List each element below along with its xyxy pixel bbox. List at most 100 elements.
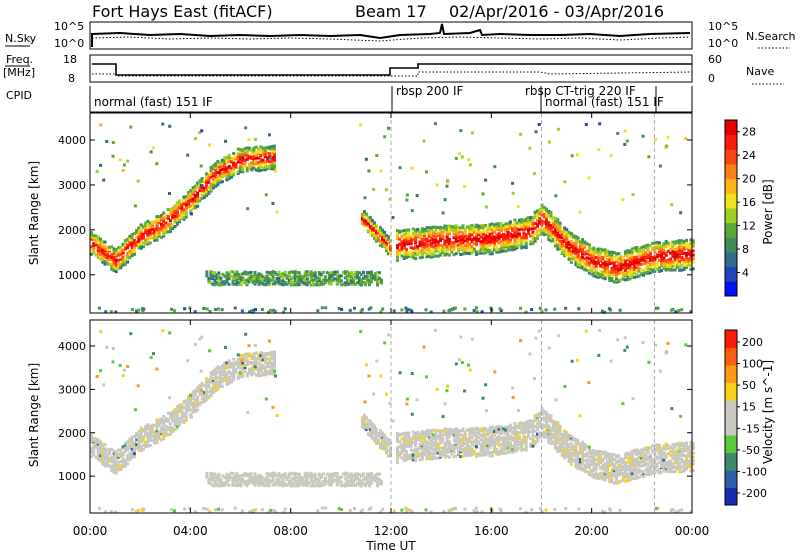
velocity-cell: [563, 441, 567, 445]
power-cell: [162, 217, 166, 221]
power-cell: [257, 279, 261, 283]
power-cell: [691, 242, 695, 246]
velocity-cell: [220, 364, 224, 368]
power-cell: [423, 249, 427, 253]
power-cell: [263, 155, 267, 159]
power-cell: [105, 250, 109, 254]
velocity-cell: [220, 376, 224, 380]
power-cell: [590, 257, 594, 261]
power-cell: [415, 194, 419, 198]
power-cell: [538, 233, 542, 237]
power-cell: [173, 220, 177, 224]
power-cell: [227, 272, 231, 276]
power-cell: [547, 223, 551, 227]
power-cell: [610, 267, 614, 270]
velocity-cell: [429, 446, 433, 449]
power-cell: [175, 217, 179, 221]
power-cell: [624, 251, 627, 255]
power-cell: [227, 155, 231, 159]
power-cell: [245, 155, 249, 159]
velocity-cell: [126, 462, 130, 466]
power-cell: [252, 148, 256, 152]
velocity-cell: [263, 365, 267, 369]
power-cell: [132, 241, 136, 245]
velocity-cell: [216, 365, 220, 369]
power-cell: [454, 224, 458, 228]
velocity-cell: [522, 434, 526, 438]
power-cell: [380, 281, 383, 285]
velocity-cell: [472, 433, 476, 437]
power-cell: [484, 224, 488, 227]
power-cell: [610, 273, 614, 276]
power-cell: [608, 274, 612, 277]
power-cell: [619, 255, 623, 259]
power-cell: [160, 222, 163, 226]
velocity-cell: [119, 448, 123, 452]
power-cell: [585, 252, 589, 256]
velocity-cell: [128, 452, 132, 456]
power-cell: [370, 233, 374, 237]
power-cell: [146, 237, 150, 241]
velocity-cell: [248, 360, 251, 364]
velocity-cell: [601, 450, 605, 454]
velocity-cell: [409, 442, 413, 445]
velocity-cell: [472, 427, 476, 431]
velocity-cell: [225, 375, 229, 379]
power-cell: [470, 233, 474, 237]
velocity-cell: [200, 390, 204, 394]
velocity-cell: [162, 426, 166, 430]
velocity-cell: [263, 358, 267, 362]
power-cell: [648, 265, 652, 269]
power-cell: [216, 171, 220, 175]
velocity-cell: [372, 424, 376, 428]
power-cell: [682, 258, 686, 262]
velocity-cell: [121, 451, 125, 455]
velocity-cell: [547, 419, 551, 423]
power-cell: [513, 242, 517, 246]
power-cell: [644, 261, 648, 265]
power-cell: [524, 219, 528, 223]
power-cell: [214, 171, 218, 175]
power-cell: [365, 277, 369, 281]
velocity-cell: [578, 446, 582, 449]
power-cell: [260, 308, 264, 311]
velocity-cell: [630, 472, 634, 476]
velocity-cell: [169, 425, 172, 429]
velocity-cell: [434, 428, 438, 432]
velocity-cell: [556, 421, 560, 425]
velocity-cell: [99, 448, 102, 452]
velocity-cell: [596, 455, 600, 459]
power-cell: [594, 248, 598, 252]
velocity-cell: [414, 450, 418, 454]
velocity-cell: [524, 429, 528, 432]
power-cell: [411, 256, 415, 260]
velocity-cell: [459, 441, 463, 444]
velocity-cell: [402, 431, 406, 435]
power-cell: [259, 154, 263, 157]
velocity-cell: [438, 454, 442, 458]
velocity-cell: [263, 367, 267, 371]
power-cell: [538, 216, 542, 220]
power-ytick-label: 2000: [58, 224, 86, 237]
velocity-cell: [596, 458, 600, 462]
power-cell: [549, 239, 553, 243]
velocity-cell: [486, 430, 490, 434]
power-cell: [445, 241, 449, 245]
velocity-cell: [540, 412, 544, 415]
power-cell: [475, 225, 478, 229]
power-cell: [99, 257, 102, 261]
velocity-cell: [601, 477, 605, 481]
power-cell: [329, 278, 333, 282]
power-cell: [621, 275, 625, 279]
velocity-cell: [461, 447, 465, 451]
power-cell: [481, 232, 485, 236]
velocity-cell: [372, 427, 376, 431]
power-cell: [601, 264, 605, 268]
velocity-cell: [619, 459, 623, 463]
velocity-cell: [372, 436, 376, 440]
velocity-cell: [207, 383, 211, 387]
power-cell: [225, 160, 229, 164]
power-cell: [381, 240, 384, 244]
velocity-cell: [427, 445, 431, 449]
power-cell: [447, 245, 451, 249]
